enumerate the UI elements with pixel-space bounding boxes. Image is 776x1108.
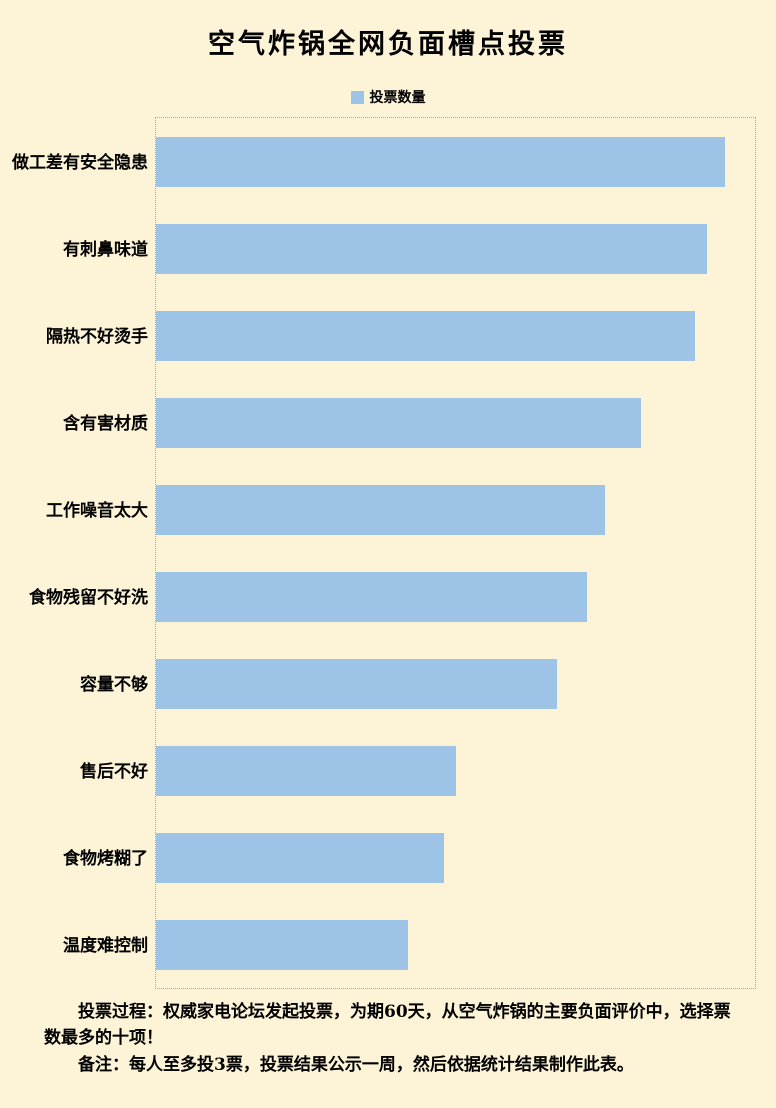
legend-swatch-icon <box>350 90 364 104</box>
category-label: 含有害材质 <box>63 414 148 434</box>
bar <box>156 136 726 187</box>
bar-row <box>156 466 755 553</box>
category-label: 有刺鼻味道 <box>63 240 148 260</box>
legend-label: 投票数量 <box>369 90 426 106</box>
bar <box>156 397 642 448</box>
note-voting-process: 投票过程：权威家电论坛发起投票，为期60天，从空气炸锅的主要负面评价中，选择票数… <box>44 1002 731 1049</box>
bar <box>156 919 408 970</box>
bar-row <box>156 205 755 292</box>
category-label: 温度难控制 <box>63 936 148 956</box>
plot-area <box>155 117 756 989</box>
bar-row <box>156 640 755 727</box>
category-label: 容量不够 <box>80 675 148 695</box>
bar-row <box>156 292 755 379</box>
bar-row <box>156 727 755 814</box>
legend: 投票数量 <box>0 87 776 107</box>
category-axis: 做工差有安全隐患有刺鼻味道隔热不好烫手含有害材质工作噪音太大食物残留不好洗容量不… <box>10 117 155 989</box>
bar <box>156 658 558 709</box>
footnotes: 投票过程：权威家电论坛发起投票，为期60天，从空气炸锅的主要负面评价中，选择票数… <box>0 989 776 1078</box>
category-label: 食物烤糊了 <box>63 849 148 869</box>
bar-row <box>156 379 755 466</box>
category-label: 工作噪音太大 <box>46 501 148 521</box>
note-remark: 备注：每人至多投3票，投票结果公示一周，然后依据统计结果制作此表。 <box>78 1054 634 1075</box>
bar <box>156 745 456 796</box>
bar-row <box>156 814 755 901</box>
bar <box>156 223 708 274</box>
bar <box>156 484 606 535</box>
chart-area: 做工差有安全隐患有刺鼻味道隔热不好烫手含有害材质工作噪音太大食物残留不好洗容量不… <box>10 117 756 989</box>
category-label: 售后不好 <box>80 762 148 782</box>
category-label: 做工差有安全隐患 <box>12 153 148 173</box>
chart-title: 空气炸锅全网负面槽点投票 <box>208 29 568 60</box>
bar-row <box>156 901 755 988</box>
bar <box>156 832 444 883</box>
bar-row <box>156 118 755 205</box>
bar-row <box>156 553 755 640</box>
bar <box>156 310 696 361</box>
category-label: 食物残留不好洗 <box>29 588 148 608</box>
category-label: 隔热不好烫手 <box>46 327 148 347</box>
bar <box>156 571 588 622</box>
